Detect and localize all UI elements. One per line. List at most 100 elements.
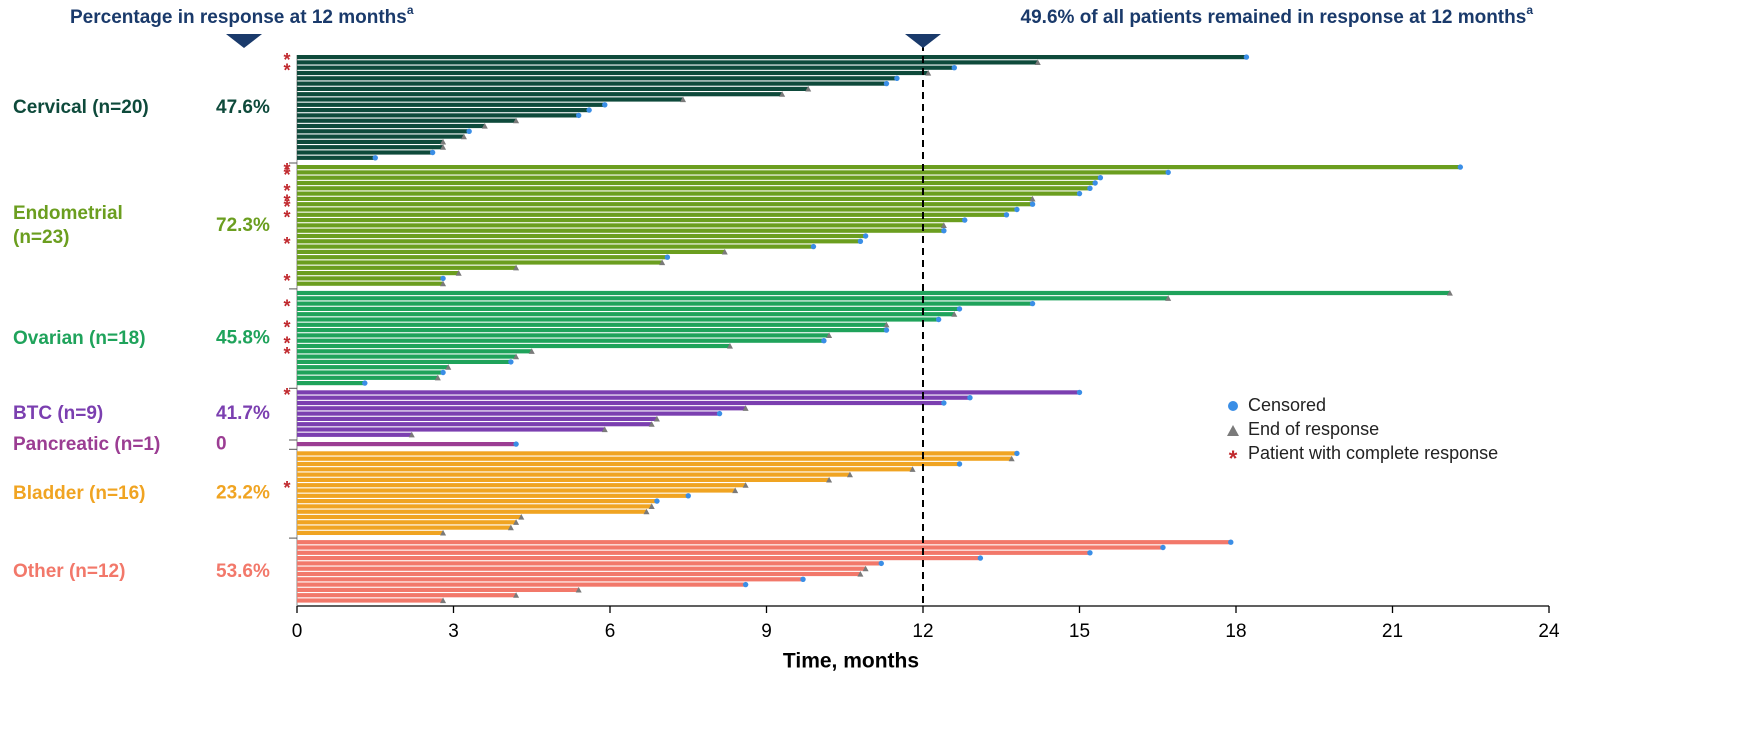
cr-asterisk: * [283,318,290,338]
bar [297,416,657,421]
end-marker [742,482,749,488]
bar [297,134,464,139]
end-marker [455,270,462,276]
bar [297,306,960,311]
x-tick-label: 18 [1225,621,1246,642]
censored-marker [951,65,957,71]
bar [297,550,1090,555]
censored-marker [941,228,947,234]
censored-marker [440,275,446,282]
censored-marker [956,306,963,312]
end-marker [481,123,488,129]
x-tick-label: 6 [605,621,616,642]
bar [297,390,1080,395]
bar [297,442,517,447]
censored-marker [1097,175,1104,181]
bar [297,186,1090,191]
censored-marker [508,359,514,365]
end-marker [518,514,525,520]
group-rate: 41.7% [216,403,270,424]
bar [297,233,866,239]
end-marker [513,264,520,271]
bar [297,598,444,603]
end-marker [575,586,582,593]
end-marker [951,311,958,317]
bar [297,249,725,254]
bar [297,191,1080,196]
end-marker [826,476,833,483]
bar [297,427,605,432]
bar [297,150,433,155]
bar [297,566,866,571]
bar [297,328,887,333]
bar [297,228,944,233]
censored-marker [362,380,368,386]
bar [297,97,684,102]
legend-label: End of response [1248,419,1379,439]
group-rate: 53.6% [216,561,270,582]
bar [297,155,376,160]
bar [297,281,444,286]
bar [297,338,824,343]
legend-label: Censored [1248,395,1326,415]
censored-marker [429,149,436,156]
end-marker [721,248,728,255]
censored-marker [1014,206,1020,213]
pointer [226,34,262,48]
bar [297,301,1033,306]
censored-marker [1092,180,1098,186]
pointer [905,34,941,48]
bar [297,55,1247,60]
bar [297,260,663,265]
censored-marker [1165,169,1171,176]
bar [297,118,517,123]
end-marker [1034,59,1041,65]
end-marker [1029,195,1036,202]
footnote: a [1526,3,1533,17]
group-label: Pancreatic (n=1) [13,433,161,455]
end-marker [513,519,520,525]
end-marker [434,374,441,381]
bar [297,145,444,150]
bar [297,514,522,520]
censored-marker [800,576,806,582]
end-marker [513,117,520,124]
censored-marker [935,316,942,323]
bar [297,456,1012,461]
end-marker [732,487,739,494]
group-rate: 45.8% [216,328,270,349]
end-marker [742,405,749,411]
group-label: Endometrial (n=23) [13,202,123,248]
censored-marker [1457,164,1464,170]
x-tick-label: 21 [1382,621,1403,642]
group-label: BTC (n=9) [13,403,104,425]
end-marker [659,259,666,266]
bar [297,411,720,416]
footnote: a [407,3,414,17]
bar [297,265,517,270]
bar [297,395,970,400]
bar [297,223,944,228]
end-marker [601,426,608,433]
censored-marker [1076,389,1083,396]
end-marker [726,343,733,349]
censored-marker [967,395,973,401]
bar [297,333,830,338]
censored-marker [685,493,691,499]
cr-asterisk: * [283,478,290,498]
censored-marker [1076,190,1083,197]
bar [297,509,647,514]
bar [297,207,1017,212]
bar [297,530,444,535]
bar [297,504,652,509]
end-marker [846,471,853,478]
bar [297,593,517,598]
end-marker [408,431,415,438]
legend-asterisk: * [1229,446,1238,471]
end-marker [440,280,447,287]
censored-marker [1029,300,1036,307]
censored-marker [956,461,963,467]
bar [297,271,459,276]
end-marker [1008,455,1015,462]
end-marker [507,524,514,531]
